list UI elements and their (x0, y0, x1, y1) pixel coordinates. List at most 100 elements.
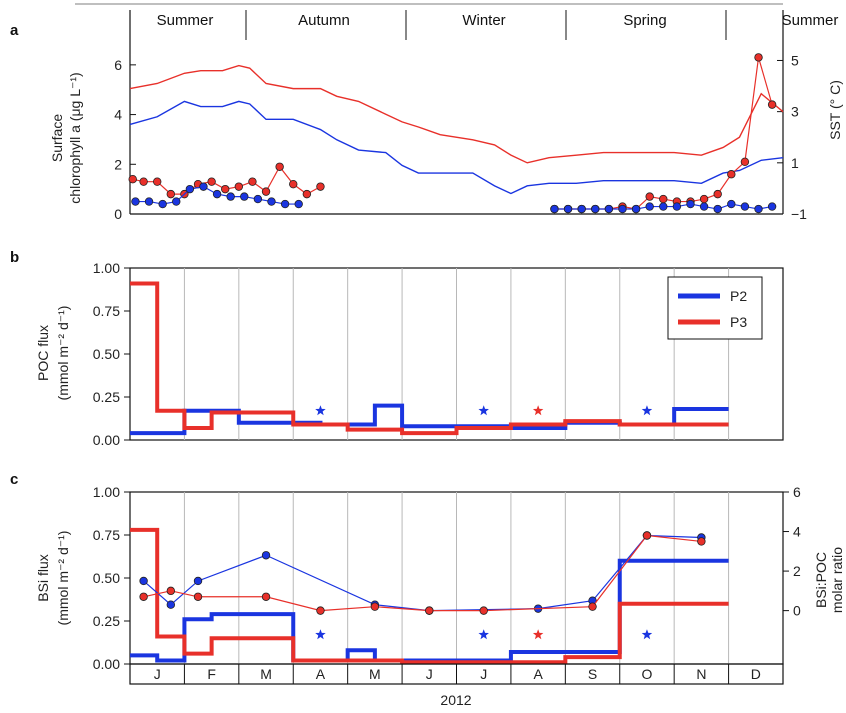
panel-c-y2tick-label: 0 (793, 603, 801, 619)
panel-c-step-series-1 (130, 527, 729, 665)
panel-a-chlorophyll-point (645, 192, 654, 201)
panel-a-chlorophyll-point (302, 189, 312, 199)
panel-a-chlorophyll-point (226, 192, 235, 201)
month-label: A (533, 666, 543, 682)
panel-a-ytick-label: 2 (114, 156, 122, 172)
panel-a-chlorophyll-point (754, 53, 763, 62)
panel-a-chlorophyll-point (261, 187, 271, 196)
legend: P2 P3 (667, 276, 763, 340)
legend-label-p2: P2 (730, 288, 747, 304)
panel-b-ytick-label: 0.50 (93, 346, 120, 362)
panel-a-ytick-label: 0 (114, 206, 122, 222)
panel-a-chlorophyll-point (767, 202, 777, 211)
panel-c-ytick-label: 0.50 (93, 570, 120, 586)
panel-c-ratio-point (166, 586, 176, 596)
panel-c-ytick-label: 1.00 (93, 484, 120, 500)
panel-a-chlorophyll-point (577, 204, 586, 214)
month-label: F (207, 666, 216, 682)
panel-c-left-ticks: 0.00 0.25 0.50 0.75 1.00 (93, 484, 130, 672)
panel-a-chlorophyll-point (280, 199, 290, 209)
panel-c-ratio-point (193, 592, 203, 601)
panel-a-chlorophyll-point (128, 174, 137, 184)
panel-a-y2label: SST (° C) (827, 80, 843, 140)
panel-a-chlorophyll-point (166, 189, 176, 199)
panel-c-y2label-line1: BSi:POC (813, 552, 829, 608)
panel-a-chlorophyll-point (253, 194, 263, 204)
panel-c-ytick-label: 0.25 (93, 613, 120, 629)
panel-b-star (641, 405, 653, 416)
month-label: M (369, 666, 381, 682)
panel-a-chlorophyll-point (659, 194, 668, 204)
panel-a-chlorophyll-point (144, 197, 154, 206)
panel-c-ratio-point (316, 606, 325, 615)
panel-a-chlorophyll-point (212, 189, 222, 199)
panel-c-ratio-point (588, 602, 597, 611)
panel-a-chlorophyll-point (672, 202, 682, 211)
panel-a-chlorophyll-point (591, 204, 600, 214)
panel-a-chlorophyll-point (550, 204, 559, 214)
panel-a-chlorophyll-point (199, 182, 208, 191)
month-label: J (480, 666, 487, 682)
panel-a-ylabel-line2: chlorophyll a (μg L⁻¹) (67, 72, 83, 203)
season-label-winter: Winter (462, 12, 505, 29)
panel-b-ylabel-line2: (mmol m⁻² d⁻¹) (55, 306, 71, 401)
panel-a-chlorophyll-point (645, 202, 654, 211)
panel-a-right-ticks: −1 1 3 5 (777, 52, 807, 222)
panel-a-chlorophyll-point (659, 202, 668, 211)
year-label: 2012 (440, 692, 471, 708)
panel-c-ylabel-line1: BSi flux (35, 554, 51, 601)
panel-c-ratio-line-2 (143, 534, 702, 612)
panel-a-y2tick-label: 1 (791, 155, 799, 171)
panel-c-ratio-point (166, 600, 176, 609)
panel-b-ytick-label: 1.00 (93, 260, 120, 276)
month-label: N (696, 666, 706, 682)
panel-c-y2label-line2: molar ratio (829, 547, 845, 613)
month-label: O (642, 666, 653, 682)
panel-b-left-ticks: 0.00 0.25 0.50 0.75 1.00 (93, 260, 130, 448)
panel-a-ytick-label: 4 (114, 107, 122, 123)
panel-c-plot (130, 527, 729, 665)
panel-c-ratio-point (642, 531, 652, 540)
season-label-summer-end: Summer (782, 12, 839, 29)
panel-c-right-ticks: 0 2 4 6 (783, 484, 801, 619)
panel-letter-c: c (10, 471, 18, 488)
panel-a-chlorophyll-point (207, 177, 216, 186)
panel-a-sst-line-1 (129, 100, 784, 195)
panel-a-chlorophyll-point (221, 184, 230, 194)
panel-a-chlorophyll-point (131, 197, 140, 206)
panel-b-star (532, 405, 544, 416)
panel-a-chlorophyll-point (158, 199, 167, 209)
legend-label-p3: P3 (730, 314, 747, 330)
panel-b-step-series-1 (130, 281, 729, 436)
panel-c-star (478, 629, 489, 640)
panel-a-chlorophyll-point (153, 177, 162, 186)
panel-a-chlorophyll-point (248, 177, 257, 186)
panel-a-chlorophyll-point (604, 204, 614, 214)
panel-c-ylabel-line2: (mmol m⁻² d⁻¹) (55, 531, 71, 626)
season-label-summer-start: Summer (157, 12, 214, 29)
panel-a-chlorophyll-point (240, 192, 249, 201)
panel-a-y2tick-label: −1 (791, 206, 807, 222)
season-label-spring: Spring (623, 12, 666, 29)
panel-a-ylabel-line1: Surface (49, 114, 65, 162)
panel-a-chlorophyll-point (699, 202, 709, 211)
panel-c-star (641, 629, 653, 640)
panel-a-sst-line-0 (129, 64, 784, 164)
panel-c-ratio-point (479, 606, 488, 615)
panel-a-chlorophyll-point (686, 199, 695, 209)
panel-c-step-series-0 (130, 558, 729, 663)
panel-a-y2tick-label: 3 (791, 104, 799, 120)
panel-b-ytick-label: 0.00 (93, 432, 120, 448)
panel-c-ratio-point (261, 592, 271, 601)
panel-c-ratio-point (193, 576, 203, 586)
month-label: S (588, 666, 597, 682)
panel-a-chlorophyll-point (172, 197, 181, 206)
panel-a-left-ticks: 0 2 4 6 (114, 57, 136, 222)
panel-c-ratio-point (370, 602, 380, 611)
panel-c-ytick-label: 0.00 (93, 656, 120, 672)
panel-c-ratio-point (139, 592, 148, 601)
panel-a-chlorophyll-point (699, 194, 709, 204)
panel-c-y2tick-label: 4 (793, 524, 801, 540)
